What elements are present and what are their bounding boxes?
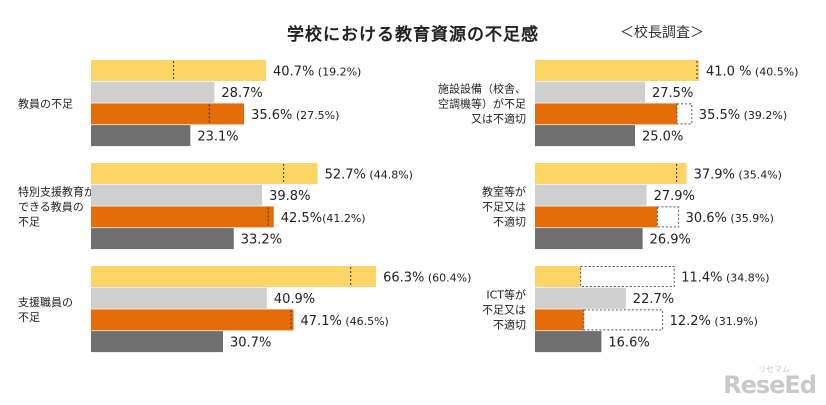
bar <box>91 60 267 81</box>
bar <box>91 228 234 250</box>
category-label: 教室等が <box>482 184 526 198</box>
bar <box>535 287 626 309</box>
bar <box>535 228 643 250</box>
bar <box>535 184 647 206</box>
data-label: 12.2% (31.9%) <box>670 314 758 329</box>
data-label: 39.8% <box>269 189 310 204</box>
data-label: 33.2% <box>241 233 282 248</box>
bar <box>91 125 191 147</box>
data-label: 52.7% (44.8%) <box>325 168 413 183</box>
category-label: 特別支援教育が <box>18 184 95 198</box>
category-label: 不足又は <box>482 200 526 213</box>
chart-title: 学校における教育資源の不足感 <box>287 25 539 45</box>
bar <box>91 331 224 353</box>
category-label: できる教員の <box>18 200 84 213</box>
category-label: 不適切 <box>493 214 526 228</box>
bar <box>535 163 687 184</box>
comparison-outline <box>656 206 680 228</box>
data-label: 25.0% <box>642 130 683 145</box>
data-label: 47.1% (46.5%) <box>301 314 389 329</box>
data-label: 23.1% <box>197 130 238 145</box>
category-label: 空調機等）が不足 <box>438 96 526 110</box>
data-label: 40.9% <box>274 292 315 307</box>
bar <box>91 184 263 206</box>
data-label: 27.5% <box>652 86 693 101</box>
bar <box>535 206 658 228</box>
bar <box>535 125 635 147</box>
data-label: 30.7% <box>230 336 271 351</box>
bar <box>91 81 215 103</box>
bar <box>91 309 294 331</box>
comparison-outline <box>580 266 675 287</box>
category-label: 教員の不足 <box>18 97 73 110</box>
data-label: 35.6% (27.5%) <box>251 108 339 123</box>
category-label: 支援職員の <box>18 295 73 309</box>
data-label: 22.7% <box>633 292 674 307</box>
comparison-outline <box>583 309 664 331</box>
data-label: 41.0 % (40.5%) <box>706 65 798 80</box>
bar <box>91 206 274 228</box>
bar <box>535 60 699 81</box>
data-label: 27.9% <box>654 189 695 204</box>
category-label: 不適切 <box>493 317 526 331</box>
data-label: 16.6% <box>608 336 649 351</box>
category-label: 不足又は <box>482 303 526 316</box>
category-label: ICT等が <box>486 287 526 301</box>
category-label: 不足 <box>18 311 40 324</box>
bar <box>91 266 377 287</box>
category-label: 施設設備（校舎、 <box>438 81 526 95</box>
category-label: 又は不適切 <box>471 111 526 125</box>
data-label: 28.7% <box>221 86 262 101</box>
survey-note: ＜校長調査＞ <box>620 25 704 41</box>
data-label: 35.5% (39.2%) <box>699 108 787 123</box>
comparison-outline <box>676 103 693 125</box>
bar <box>535 309 584 331</box>
bar <box>91 103 245 125</box>
data-label: 40.7% (19.2%) <box>273 65 361 80</box>
logo-subtext: リセマム <box>758 365 790 374</box>
bar <box>535 266 581 287</box>
bar <box>91 287 267 309</box>
data-label: 26.9% <box>650 233 691 248</box>
category-label: 不足 <box>18 215 40 228</box>
bar <box>535 81 645 103</box>
data-label: 30.6% (35.9%) <box>686 211 774 226</box>
data-label: 37.9% (35.4%) <box>694 168 782 183</box>
resemom-logo: ReseEd <box>723 371 817 399</box>
data-label: 11.4% (34.8%) <box>681 271 769 286</box>
data-label: 42.5%(41.2%) <box>281 211 366 226</box>
bar <box>91 163 318 184</box>
bar <box>535 103 677 125</box>
data-label: 66.3% (60.4%) <box>383 271 471 286</box>
bar <box>535 331 602 353</box>
